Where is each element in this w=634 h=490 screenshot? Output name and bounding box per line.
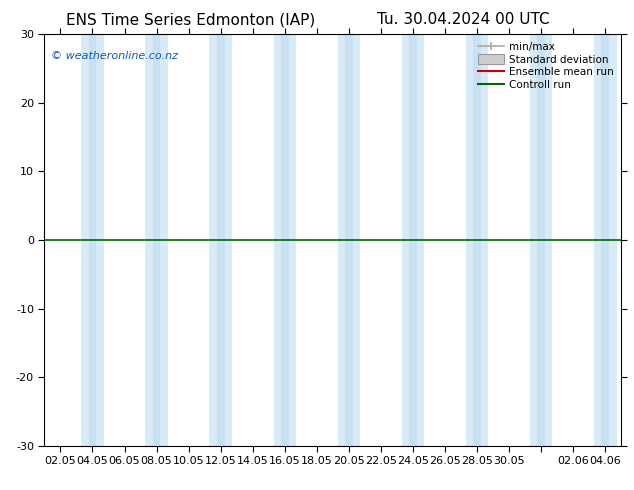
Bar: [89, 34, 96, 446]
Bar: [209, 34, 232, 446]
Text: © weatheronline.co.nz: © weatheronline.co.nz: [51, 51, 178, 61]
Bar: [530, 34, 552, 446]
Bar: [81, 34, 104, 446]
Bar: [153, 34, 160, 446]
Bar: [409, 34, 417, 446]
Bar: [217, 34, 224, 446]
Text: ENS Time Series Edmonton (IAP): ENS Time Series Edmonton (IAP): [65, 12, 315, 27]
Bar: [273, 34, 296, 446]
Bar: [602, 34, 609, 446]
Bar: [594, 34, 616, 446]
Legend: min/max, Standard deviation, Ensemble mean run, Controll run: min/max, Standard deviation, Ensemble me…: [476, 40, 616, 93]
Bar: [145, 34, 168, 446]
Bar: [338, 34, 360, 446]
Bar: [537, 34, 545, 446]
Bar: [402, 34, 424, 446]
Bar: [345, 34, 353, 446]
Text: Tu. 30.04.2024 00 UTC: Tu. 30.04.2024 00 UTC: [377, 12, 549, 27]
Bar: [281, 34, 288, 446]
Bar: [466, 34, 488, 446]
Bar: [473, 34, 481, 446]
